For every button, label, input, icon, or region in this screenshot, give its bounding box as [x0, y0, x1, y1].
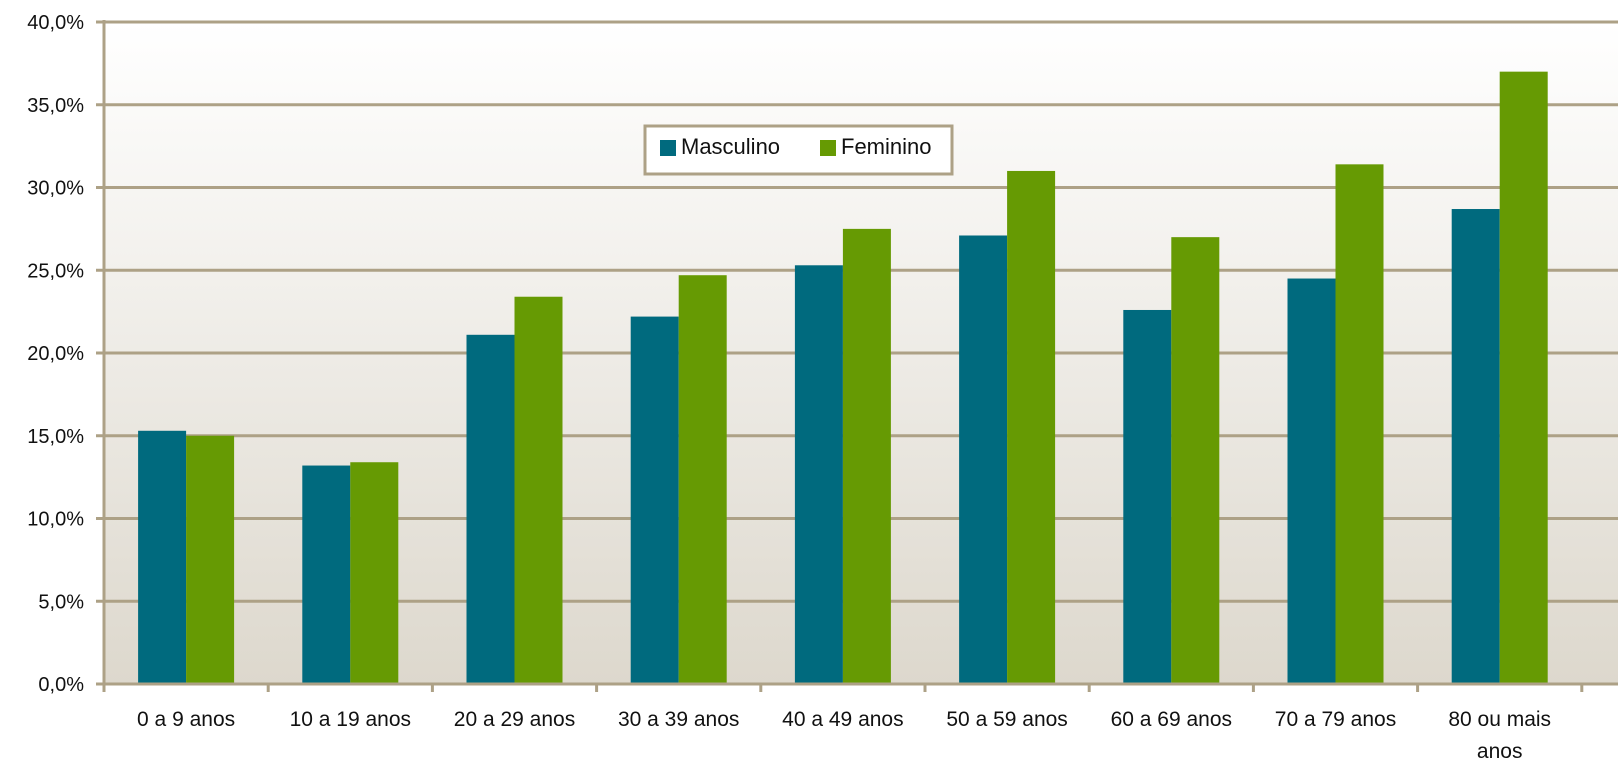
bar-masculino-1 [302, 465, 351, 684]
x-category-label: 60 a 69 anos [1111, 708, 1232, 731]
legend: Masculino Feminino [643, 124, 954, 176]
y-tick-label: 35,0% [27, 95, 84, 117]
x-axis-category-labels: 0 a 9 anos 10 a 19 anos 20 a 29 anos 30 a 3… [137, 708, 1551, 763]
bar-masculino-3 [630, 316, 679, 684]
bar-feminino-6 [1171, 237, 1220, 684]
bar-masculino-5 [959, 235, 1008, 684]
x-category-label: 10 a 19 anos [290, 708, 411, 731]
bar-feminino-1 [350, 462, 399, 684]
y-tick-label: 0,0% [38, 674, 84, 696]
bar-masculino-2 [466, 334, 515, 684]
bars [138, 71, 1548, 684]
bar-feminino-4 [842, 228, 891, 684]
y-tick-label: 20,0% [27, 343, 84, 365]
y-tick-label: 30,0% [27, 178, 84, 200]
bar-feminino-3 [678, 275, 727, 684]
x-category-label: 20 a 29 anos [454, 708, 575, 731]
bar-feminino-8 [1499, 71, 1548, 684]
legend-swatch-masculino [660, 140, 676, 156]
legend-label-masculino: Masculino [681, 134, 780, 159]
y-tick-label: 15,0% [27, 426, 84, 448]
y-tick-label: 5,0% [38, 591, 84, 613]
legend-box [643, 124, 954, 176]
y-axis-tick-labels: 0,0% 5,0% 10,0% 15,0% 20,0% 25,0% 30,0% 35,0% 40… [27, 12, 84, 696]
bar-masculino-7 [1287, 278, 1336, 684]
x-category-label: 70 a 79 anos [1275, 708, 1396, 731]
bar-masculino-0 [138, 430, 187, 684]
y-tick-label: 25,0% [27, 260, 84, 282]
y-tick-label: 10,0% [27, 509, 84, 531]
bar-masculino-8 [1451, 209, 1500, 684]
bar-feminino-2 [514, 296, 563, 684]
bar-masculino-6 [1123, 309, 1172, 684]
bar-feminino-0 [186, 435, 235, 684]
legend-label-feminino: Feminino [841, 134, 931, 159]
bar-masculino-4 [794, 265, 843, 684]
bar-feminino-7 [1335, 164, 1384, 684]
y-tick-label: 40,0% [27, 12, 84, 34]
x-category-label: 80 ou mais anos [1448, 708, 1551, 763]
legend-swatch-feminino [820, 140, 836, 156]
x-category-label: 40 a 49 anos [782, 708, 903, 731]
axes [96, 20, 1618, 692]
bar-feminino-5 [1007, 170, 1056, 684]
x-category-label: 0 a 9 anos [137, 708, 235, 731]
x-category-label: 30 a 39 anos [618, 708, 739, 731]
x-category-label: 50 a 59 anos [946, 708, 1067, 731]
